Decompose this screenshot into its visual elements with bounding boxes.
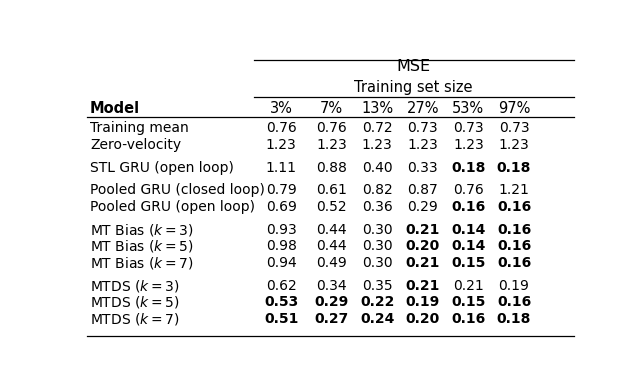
Text: 0.98: 0.98: [266, 239, 296, 253]
Text: 0.94: 0.94: [266, 256, 296, 270]
Text: 1.11: 1.11: [266, 161, 296, 175]
Text: 0.16: 0.16: [497, 239, 531, 253]
Text: MTDS ($k = 5$): MTDS ($k = 5$): [90, 295, 180, 311]
Text: 0.87: 0.87: [408, 183, 438, 197]
Text: MSE: MSE: [397, 59, 431, 74]
Text: 0.52: 0.52: [316, 200, 347, 214]
Text: 97%: 97%: [498, 101, 530, 116]
Text: 0.16: 0.16: [451, 200, 486, 214]
Text: 0.93: 0.93: [266, 223, 296, 237]
Text: 1.23: 1.23: [499, 138, 529, 152]
Text: 3%: 3%: [269, 101, 292, 116]
Text: 0.27: 0.27: [314, 312, 349, 326]
Text: 7%: 7%: [320, 101, 343, 116]
Text: 0.35: 0.35: [362, 279, 392, 293]
Text: 0.33: 0.33: [408, 161, 438, 175]
Text: 0.16: 0.16: [497, 223, 531, 237]
Text: Model: Model: [90, 101, 140, 116]
Text: 0.20: 0.20: [406, 312, 440, 326]
Text: 0.73: 0.73: [499, 122, 529, 136]
Text: 0.15: 0.15: [451, 256, 486, 270]
Text: 1.23: 1.23: [408, 138, 438, 152]
Text: MTDS ($k = 3$): MTDS ($k = 3$): [90, 278, 180, 294]
Text: 13%: 13%: [361, 101, 393, 116]
Text: 1.23: 1.23: [266, 138, 296, 152]
Text: 0.16: 0.16: [451, 312, 486, 326]
Text: 0.44: 0.44: [316, 239, 347, 253]
Text: 0.14: 0.14: [451, 223, 486, 237]
Text: 0.53: 0.53: [264, 295, 298, 309]
Text: 0.18: 0.18: [497, 312, 531, 326]
Text: 0.30: 0.30: [362, 239, 392, 253]
Text: MTDS ($k = 7$): MTDS ($k = 7$): [90, 311, 180, 327]
Text: 0.62: 0.62: [266, 279, 296, 293]
Text: 0.88: 0.88: [316, 161, 347, 175]
Text: 0.76: 0.76: [266, 122, 296, 136]
Text: 0.14: 0.14: [451, 239, 486, 253]
Text: 0.76: 0.76: [453, 183, 484, 197]
Text: 0.21: 0.21: [406, 256, 440, 270]
Text: 0.24: 0.24: [360, 312, 394, 326]
Text: 0.16: 0.16: [497, 256, 531, 270]
Text: 0.21: 0.21: [453, 279, 484, 293]
Text: 0.44: 0.44: [316, 223, 347, 237]
Text: 0.40: 0.40: [362, 161, 392, 175]
Text: 0.30: 0.30: [362, 256, 392, 270]
Text: Training mean: Training mean: [90, 122, 189, 136]
Text: 0.51: 0.51: [264, 312, 298, 326]
Text: 0.29: 0.29: [408, 200, 438, 214]
Text: 0.18: 0.18: [451, 161, 486, 175]
Text: 0.61: 0.61: [316, 183, 347, 197]
Text: 0.19: 0.19: [499, 279, 529, 293]
Text: 0.69: 0.69: [266, 200, 296, 214]
Text: 0.72: 0.72: [362, 122, 392, 136]
Text: Training set size: Training set size: [355, 80, 473, 95]
Text: 0.36: 0.36: [362, 200, 392, 214]
Text: 0.49: 0.49: [316, 256, 347, 270]
Text: 1.21: 1.21: [499, 183, 529, 197]
Text: 27%: 27%: [406, 101, 439, 116]
Text: Pooled GRU (open loop): Pooled GRU (open loop): [90, 200, 255, 214]
Text: 0.73: 0.73: [453, 122, 484, 136]
Text: 0.34: 0.34: [316, 279, 347, 293]
Text: 1.23: 1.23: [453, 138, 484, 152]
Text: 0.76: 0.76: [316, 122, 347, 136]
Text: 0.16: 0.16: [497, 200, 531, 214]
Text: MT Bias ($k = 3$): MT Bias ($k = 3$): [90, 222, 194, 238]
Text: 0.30: 0.30: [362, 223, 392, 237]
Text: 0.21: 0.21: [406, 223, 440, 237]
Text: STL GRU (open loop): STL GRU (open loop): [90, 161, 234, 175]
Text: 1.23: 1.23: [362, 138, 392, 152]
Text: 0.29: 0.29: [314, 295, 349, 309]
Text: 0.82: 0.82: [362, 183, 392, 197]
Text: 0.22: 0.22: [360, 295, 394, 309]
Text: 0.21: 0.21: [406, 279, 440, 293]
Text: MT Bias ($k = 5$): MT Bias ($k = 5$): [90, 239, 194, 255]
Text: 0.20: 0.20: [406, 239, 440, 253]
Text: 53%: 53%: [452, 101, 484, 116]
Text: MT Bias ($k = 7$): MT Bias ($k = 7$): [90, 255, 194, 271]
Text: 0.73: 0.73: [408, 122, 438, 136]
Text: Pooled GRU (closed loop): Pooled GRU (closed loop): [90, 183, 265, 197]
Text: 0.19: 0.19: [406, 295, 440, 309]
Text: 0.18: 0.18: [497, 161, 531, 175]
Text: Zero-velocity: Zero-velocity: [90, 138, 181, 152]
Text: 0.16: 0.16: [497, 295, 531, 309]
Text: 1.23: 1.23: [316, 138, 347, 152]
Text: 0.79: 0.79: [266, 183, 296, 197]
Text: 0.15: 0.15: [451, 295, 486, 309]
